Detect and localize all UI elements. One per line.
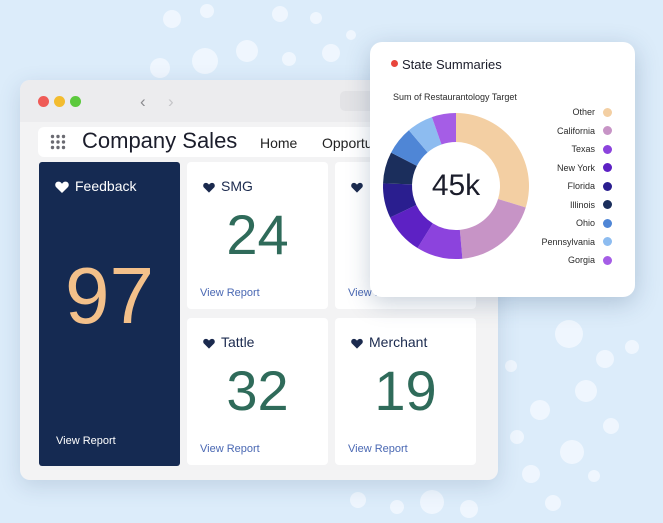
legend-item[interactable]: Other	[541, 103, 612, 122]
merchant-card: Merchant 19 View Report	[335, 318, 476, 465]
legend-item[interactable]: California	[541, 122, 612, 141]
card-value: 32	[226, 359, 289, 422]
legend-item[interactable]: Texas	[541, 140, 612, 159]
heart-icon	[351, 338, 363, 349]
legend-item[interactable]: New York	[541, 159, 612, 178]
donut-slice-gorgia[interactable]	[431, 113, 456, 145]
view-report-link[interactable]: View Report	[56, 435, 116, 447]
legend-swatch	[603, 218, 612, 228]
feedback-card: Feedback 97 View Report	[39, 162, 180, 466]
card-title: Tattle	[221, 334, 255, 350]
card-value: 19	[374, 359, 437, 422]
card-value: 97	[65, 251, 154, 340]
tattle-card: Tattle 32 View Report	[187, 318, 328, 465]
heart-icon	[55, 181, 69, 194]
view-report-link[interactable]: View Report	[348, 443, 408, 455]
donut-slice-ohio[interactable]	[391, 130, 428, 166]
legend-label: California	[556, 125, 595, 136]
legend-swatch	[603, 237, 612, 247]
donut-slice-illinois[interactable]	[383, 152, 417, 185]
chart-legend: Other California Texas New York Florida Illin…	[541, 103, 612, 270]
heart-icon	[203, 338, 215, 349]
legend-label: Ohio	[575, 218, 595, 229]
donut-slice-new-york[interactable]	[390, 204, 433, 249]
chart-subtitle: Sum of Restaurantology Target	[393, 92, 517, 102]
maximize-window-button[interactable]	[70, 96, 81, 107]
view-report-link[interactable]: View Report	[200, 287, 260, 299]
back-arrow-icon[interactable]: ‹	[140, 92, 146, 111]
legend-item[interactable]: Florida	[541, 177, 612, 196]
card-title: SMG	[221, 178, 253, 194]
legend-item[interactable]: Ohio	[541, 214, 612, 233]
legend-label: New York	[556, 162, 595, 173]
donut-chart	[383, 113, 529, 259]
legend-swatch	[603, 144, 612, 154]
legend-label: Texas	[571, 144, 595, 155]
legend-label: Florida	[567, 181, 595, 192]
nav-tab-home[interactable]: Home	[260, 135, 298, 151]
view-report-link[interactable]: View Report	[200, 443, 260, 455]
legend-label: Other	[572, 107, 595, 118]
legend-swatch	[603, 163, 612, 173]
heart-icon	[351, 182, 363, 193]
legend-swatch	[603, 181, 612, 191]
legend-swatch	[603, 126, 612, 136]
card-title: Merchant	[369, 334, 428, 350]
smg-card: SMG 24 View Report	[187, 162, 328, 309]
donut-slice-other[interactable]	[456, 113, 529, 208]
donut-center-value: 45k	[431, 169, 481, 202]
legend-swatch	[603, 255, 612, 265]
heart-icon	[203, 182, 215, 193]
legend-label: Illinois	[569, 199, 595, 210]
forward-arrow-icon[interactable]: ›	[168, 92, 174, 111]
minimize-window-button[interactable]	[54, 96, 65, 107]
legend-swatch	[603, 200, 612, 210]
legend-item[interactable]: Gorgia	[541, 251, 612, 270]
card-title: Feedback	[75, 178, 137, 194]
legend-label: Gorgia	[567, 255, 595, 266]
donut-slice-pennsylvania[interactable]	[408, 117, 442, 153]
legend-label: Pennsylvania	[541, 236, 595, 247]
donut-slice-florida[interactable]	[383, 183, 417, 218]
state-summaries-panel: State Summaries Sum of Restaurantology T…	[370, 42, 635, 297]
app-title: Company Sales	[82, 128, 238, 153]
card-value: 24	[226, 203, 289, 266]
close-window-button[interactable]	[38, 96, 49, 107]
panel-title: State Summaries	[402, 57, 502, 72]
legend-item[interactable]: Illinois	[541, 196, 612, 215]
donut-slice-california[interactable]	[459, 198, 526, 259]
legend-item[interactable]: Pennsylvania	[541, 233, 612, 252]
app-launcher-icon[interactable]	[50, 134, 66, 150]
donut-slice-texas[interactable]	[417, 223, 463, 259]
status-dot-icon	[391, 60, 398, 67]
nav-tab-opportunities[interactable]: Opportu	[322, 135, 373, 151]
legend-swatch	[603, 107, 612, 117]
